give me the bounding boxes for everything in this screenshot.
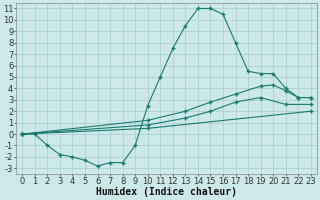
X-axis label: Humidex (Indice chaleur): Humidex (Indice chaleur) [96, 187, 237, 197]
